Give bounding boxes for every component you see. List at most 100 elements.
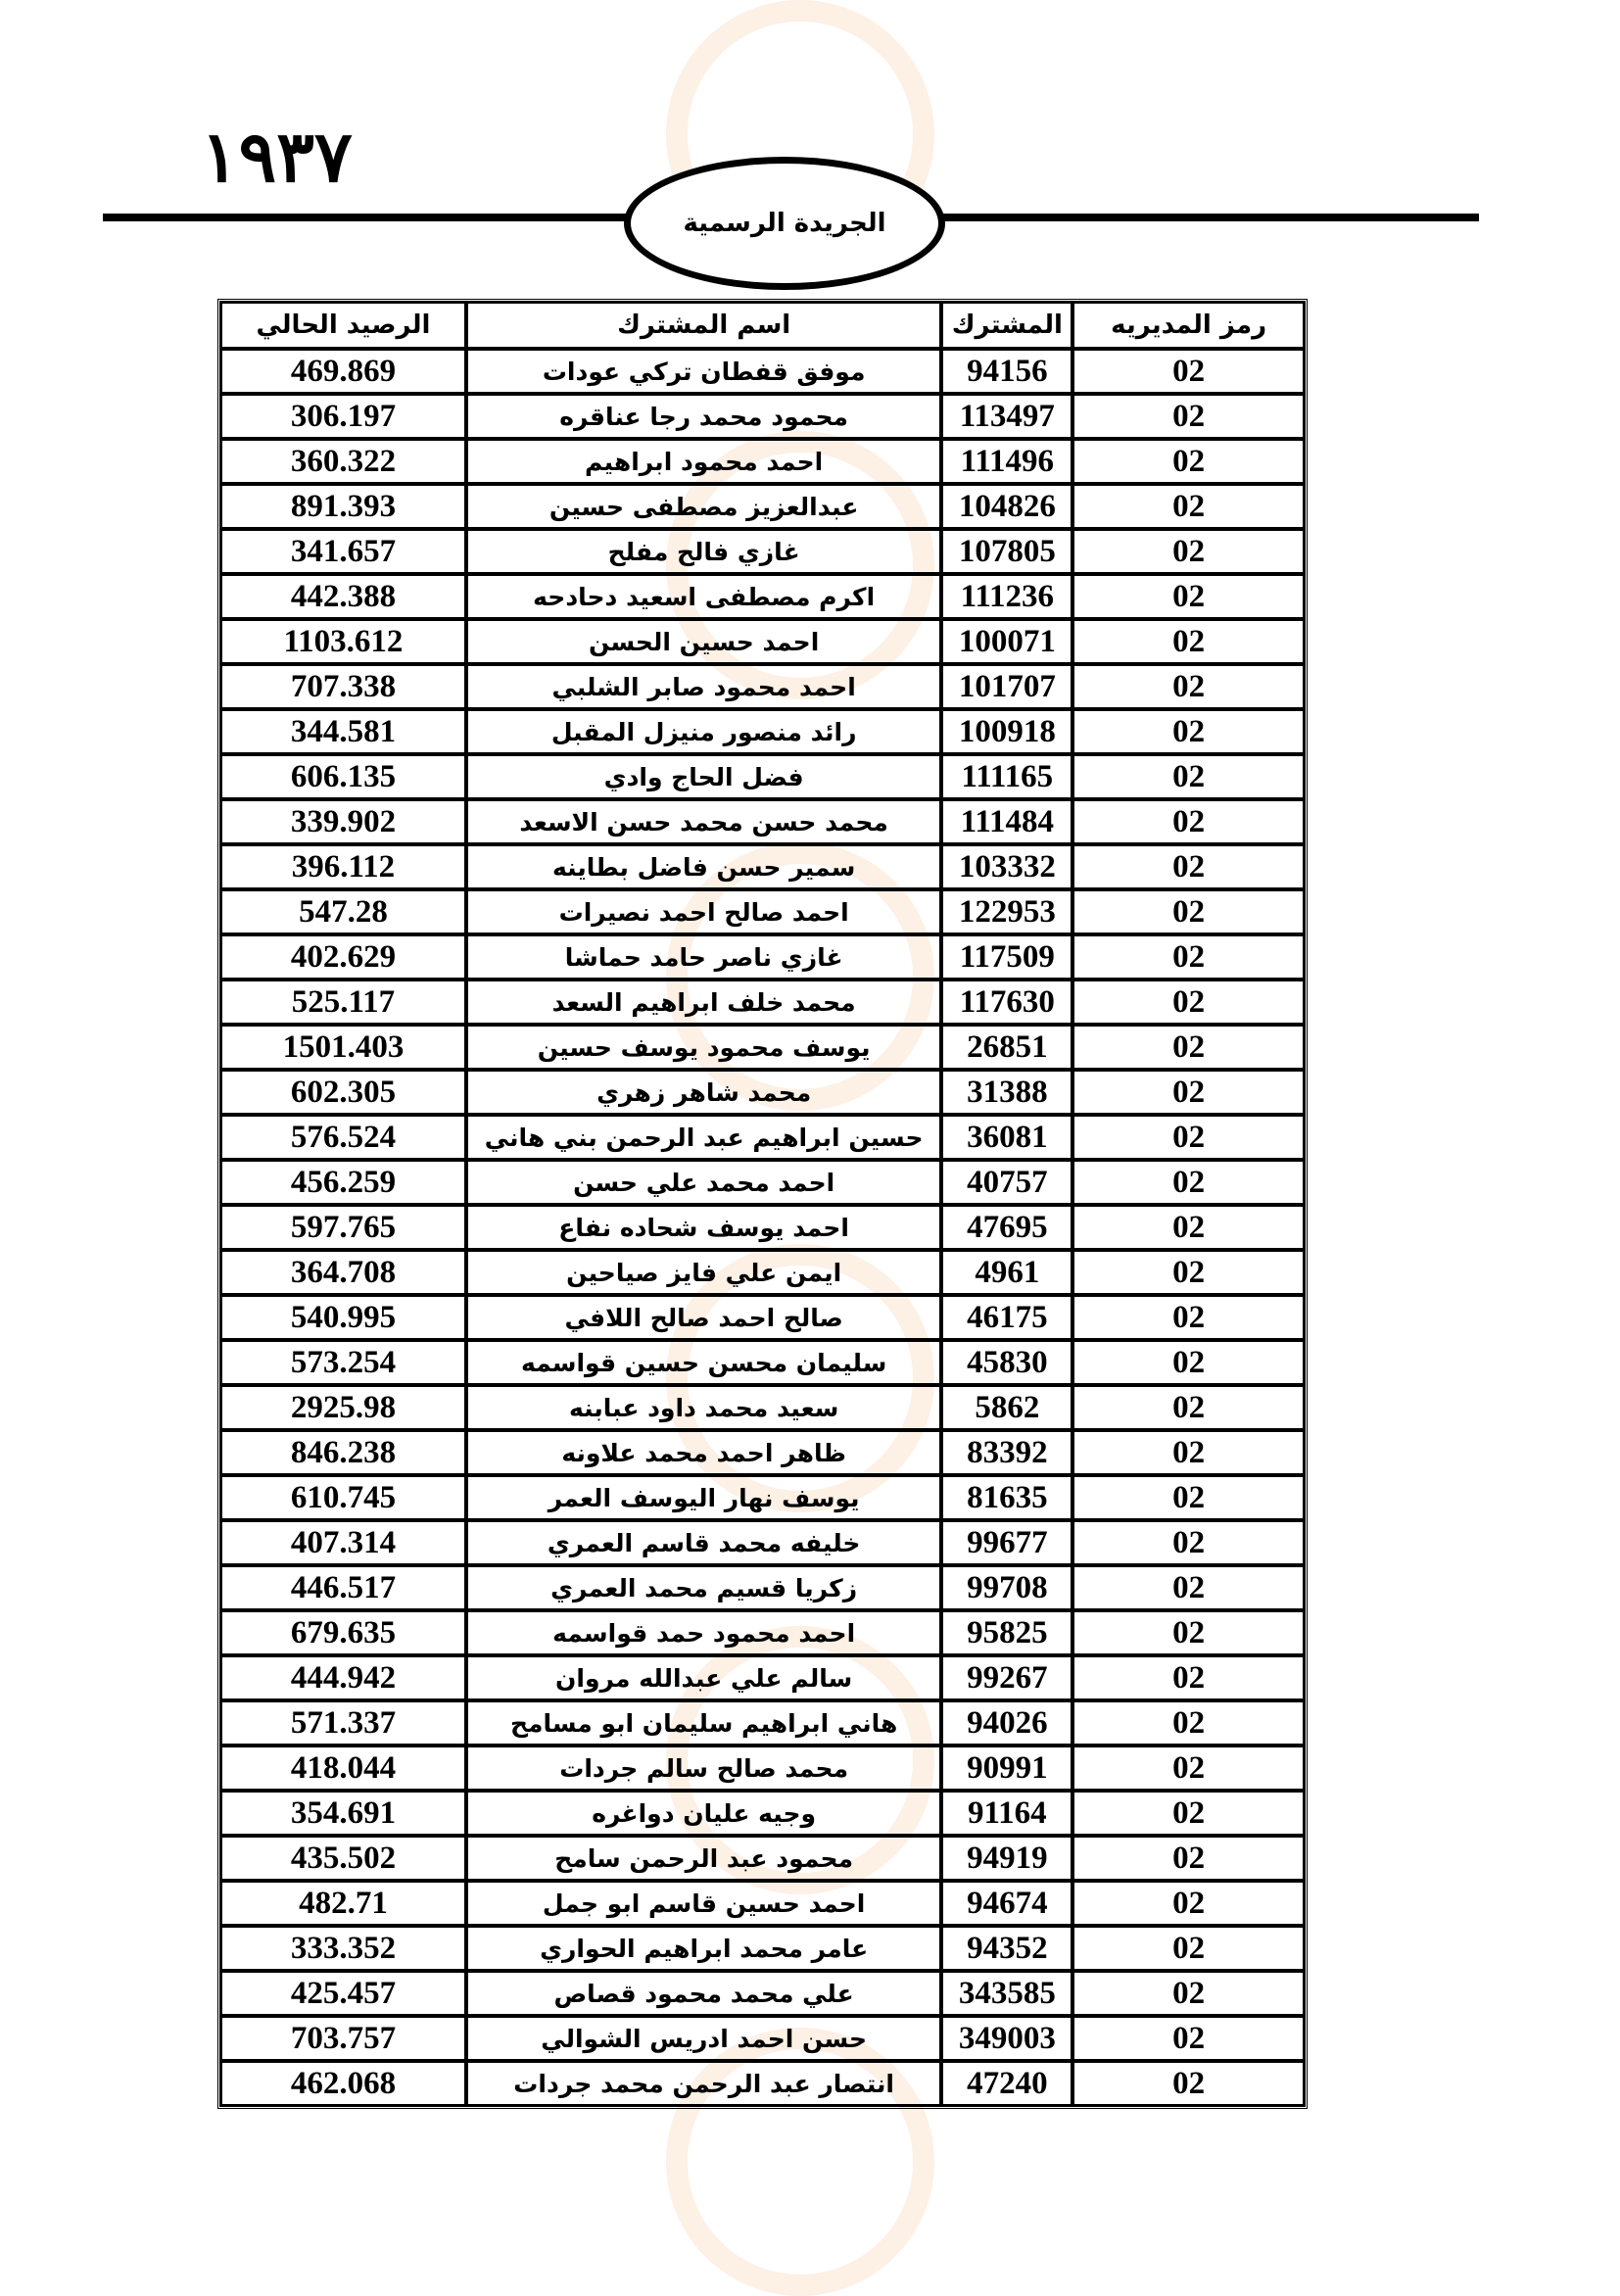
- cell-subscriber: 111496: [941, 439, 1073, 484]
- cell-balance: 456.259: [220, 1160, 466, 1205]
- table-row: 02 113497 محمود محمد رجا عناقره 306.197: [220, 394, 1305, 439]
- cell-code: 02: [1072, 1385, 1305, 1430]
- cell-name: زكريا قسيم محمد العمري: [465, 1565, 942, 1610]
- cell-subscriber: 100071: [941, 619, 1073, 664]
- cell-subscriber: 113497: [941, 394, 1073, 439]
- cell-code: 02: [1072, 1520, 1305, 1565]
- column-header-balance: الرصيد الحالي: [220, 302, 466, 349]
- column-header-name: اسم المشترك: [465, 302, 942, 349]
- publication-title: الجريدة الرسمية: [683, 209, 886, 238]
- table-row: 02 111165 فضل الحاج وادي 606.135: [220, 754, 1305, 799]
- cell-name: حسن احمد ادريس الشوالي: [465, 2016, 942, 2061]
- cell-subscriber: 103332: [941, 844, 1073, 889]
- table-row: 02 94026 هاني ابراهيم سليمان ابو مسامح 571.…: [220, 1700, 1305, 1746]
- cell-subscriber: 101707: [941, 664, 1073, 709]
- table-row: 02 40757 احمد محمد علي حسن 456.259: [220, 1160, 1305, 1205]
- table-row: 02 99267 سالم علي عبدالله مروان 444.942: [220, 1655, 1305, 1700]
- cell-name: ظاهر احمد محمد علاونه: [465, 1430, 942, 1475]
- cell-name: احمد محمود ابراهيم: [465, 439, 942, 484]
- cell-code: 02: [1072, 484, 1305, 529]
- cell-code: 02: [1072, 1881, 1305, 1926]
- cell-balance: 418.044: [220, 1746, 466, 1791]
- cell-code: 02: [1072, 2016, 1305, 2061]
- cell-code: 02: [1072, 1295, 1305, 1340]
- cell-code: 02: [1072, 844, 1305, 889]
- cell-balance: 891.393: [220, 484, 466, 529]
- cell-name: سمير حسن فاضل بطاينه: [465, 844, 942, 889]
- cell-code: 02: [1072, 889, 1305, 934]
- subscribers-table: رمز المديريه المشترك اسم المشترك الرصيد …: [217, 299, 1308, 2109]
- cell-name: احمد حسين الحسن: [465, 619, 942, 664]
- cell-code: 02: [1072, 1025, 1305, 1070]
- cell-name: احمد محمد علي حسن: [465, 1160, 942, 1205]
- cell-subscriber: 99677: [941, 1520, 1073, 1565]
- table-row: 02 117630 محمد خلف ابراهيم السعد 525.117: [220, 980, 1305, 1025]
- cell-balance: 407.314: [220, 1520, 466, 1565]
- table-row: 02 103332 سمير حسن فاضل بطاينه 396.112: [220, 844, 1305, 889]
- cell-name: احمد محمود حمد قواسمه: [465, 1610, 942, 1655]
- cell-subscriber: 349003: [941, 2016, 1073, 2061]
- cell-balance: 679.635: [220, 1610, 466, 1655]
- cell-balance: 606.135: [220, 754, 466, 799]
- table-row: 02 99677 خليفه محمد قاسم العمري 407.314: [220, 1520, 1305, 1565]
- table-row: 02 100918 رائد منصور منيزل المقبل 344.581: [220, 709, 1305, 754]
- cell-subscriber: 94352: [941, 1926, 1073, 1971]
- cell-name: صالح احمد صالح اللافي: [465, 1295, 942, 1340]
- cell-name: فضل الحاج وادي: [465, 754, 942, 799]
- cell-name: محمود محمد رجا عناقره: [465, 394, 942, 439]
- cell-code: 02: [1072, 664, 1305, 709]
- cell-subscriber: 122953: [941, 889, 1073, 934]
- cell-code: 02: [1072, 529, 1305, 574]
- table-row: 02 104826 عبدالعزيز مصطفى حسين 891.393: [220, 484, 1305, 529]
- cell-subscriber: 111165: [941, 754, 1073, 799]
- cell-name: سعيد محمد داود عبابنه: [465, 1385, 942, 1430]
- cell-balance: 339.902: [220, 799, 466, 844]
- table-row: 02 94674 احمد حسين قاسم ابو جمل 482.71: [220, 1881, 1305, 1926]
- table-row: 02 83392 ظاهر احمد محمد علاونه 846.238: [220, 1430, 1305, 1475]
- cell-code: 02: [1072, 1340, 1305, 1385]
- cell-balance: 435.502: [220, 1836, 466, 1881]
- cell-balance: 610.745: [220, 1475, 466, 1520]
- cell-code: 02: [1072, 1746, 1305, 1791]
- cell-name: حسين ابراهيم عبد الرحمن بني هاني: [465, 1115, 942, 1160]
- cell-subscriber: 100918: [941, 709, 1073, 754]
- cell-balance: 846.238: [220, 1430, 466, 1475]
- cell-subscriber: 94026: [941, 1700, 1073, 1746]
- cell-name: هاني ابراهيم سليمان ابو مسامح: [465, 1700, 942, 1746]
- table-row: 02 4961 ايمن علي فايز صياحين 364.708: [220, 1250, 1305, 1295]
- cell-code: 02: [1072, 1700, 1305, 1746]
- cell-name: غازي فالح مفلح: [465, 529, 942, 574]
- cell-code: 02: [1072, 754, 1305, 799]
- cell-subscriber: 107805: [941, 529, 1073, 574]
- column-header-subscriber: المشترك: [941, 302, 1073, 349]
- cell-name: احمد حسين قاسم ابو جمل: [465, 1881, 942, 1926]
- table-row: 02 111496 احمد محمود ابراهيم 360.322: [220, 439, 1305, 484]
- cell-name: ايمن علي فايز صياحين: [465, 1250, 942, 1295]
- cell-subscriber: 111484: [941, 799, 1073, 844]
- cell-balance: 341.657: [220, 529, 466, 574]
- cell-code: 02: [1072, 1565, 1305, 1610]
- publication-title-badge: الجريدة الرسمية: [624, 157, 945, 290]
- cell-name: عبدالعزيز مصطفى حسين: [465, 484, 942, 529]
- cell-balance: 442.388: [220, 574, 466, 619]
- cell-subscriber: 94156: [941, 349, 1073, 394]
- cell-code: 02: [1072, 439, 1305, 484]
- cell-balance: 482.71: [220, 1881, 466, 1926]
- cell-subscriber: 94919: [941, 1836, 1073, 1881]
- cell-code: 02: [1072, 1791, 1305, 1836]
- table-row: 02 343585 علي محمد محمود قصاص 425.457: [220, 1971, 1305, 2016]
- cell-code: 02: [1072, 1250, 1305, 1295]
- table-row: 02 47240 انتصار عبد الرحمن محمد جردات 462.0…: [220, 2061, 1305, 2106]
- cell-balance: 446.517: [220, 1565, 466, 1610]
- cell-name: احمد صالح احمد نصيرات: [465, 889, 942, 934]
- cell-code: 02: [1072, 799, 1305, 844]
- cell-balance: 364.708: [220, 1250, 466, 1295]
- table-row: 02 111236 اكرم مصطفى اسعيد دحادحه 442.388: [220, 574, 1305, 619]
- cell-code: 02: [1072, 1926, 1305, 1971]
- table-row: 02 45830 سليمان محسن حسين قواسمه 573.254: [220, 1340, 1305, 1385]
- table-row: 02 46175 صالح احمد صالح اللافي 540.995: [220, 1295, 1305, 1340]
- cell-code: 02: [1072, 2061, 1305, 2106]
- cell-subscriber: 111236: [941, 574, 1073, 619]
- cell-balance: 597.765: [220, 1205, 466, 1250]
- cell-subscriber: 5862: [941, 1385, 1073, 1430]
